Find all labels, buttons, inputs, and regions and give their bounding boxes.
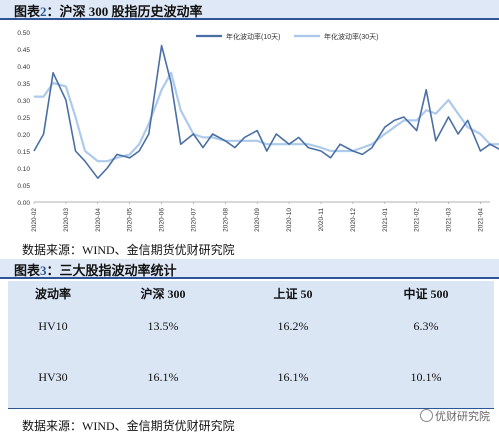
x-tick-label: 2021-03 (446, 208, 453, 232)
y-tick-label: 0.20 (17, 132, 30, 139)
volatility-line-chart: 0.00 0.05 0.10 0.15 0.20 0.25 0.30 0.35 0.40 0.45… (17, 30, 499, 232)
chart-legend: 年化波动率(10天) 年化波动率(30天) (196, 32, 378, 41)
series-line-2 (34, 71, 499, 163)
y-tick-label: 0.35 (17, 81, 30, 88)
header-bar (0, 0, 499, 20)
figure-header: 图表3：三大股指波动率统计 (0, 259, 499, 279)
source-note: 数据来源：WIND、金信期货优财研究院 (22, 419, 235, 433)
figure-label: 图表 (14, 4, 41, 19)
table-header-cell: 波动率 (34, 287, 71, 301)
figure-sep: ： (46, 263, 60, 278)
x-tick-label: 2020-06 (159, 208, 166, 232)
x-tick-label: 2020-03 (63, 208, 70, 232)
figure-title-text: 沪深 300 股指历史波动率 (59, 4, 203, 19)
source-note: 数据来源：WIND、金信期货优财研究院 (22, 243, 235, 257)
figure-sep: ： (46, 4, 60, 19)
x-axis: 2020-02 2020-03 2020-04 2020-05 2020-06 2020-… (31, 201, 490, 232)
y-tick-label: 0.45 (17, 47, 30, 54)
volatility-table: 波动率 沪深 300 上证 50 中证 500 HV10 13.5% 16.2%… (8, 281, 494, 408)
x-tick-label: 2020-04 (95, 208, 102, 232)
watermark: 优财研究院 (420, 408, 490, 424)
x-tick-label: 2020-09 (254, 208, 261, 232)
chart-lines (33, 44, 499, 179)
y-tick-label: 0.05 (17, 183, 30, 190)
x-tick-label: 2020-05 (127, 208, 134, 232)
figure-header: 图表2：沪深 300 股指历史波动率 (0, 0, 499, 20)
table-cell: 6.3% (413, 319, 439, 333)
table-cell: 16.2% (277, 319, 309, 333)
x-tick-label: 2021-02 (414, 208, 421, 232)
x-tick-label: 2021-04 (477, 208, 484, 232)
figure-number: 3 (40, 263, 47, 278)
wechat-icon (420, 409, 433, 422)
table-header-cell: 中证 500 (403, 287, 449, 301)
y-tick-label: 0.40 (17, 64, 30, 71)
y-tick-label: 0.30 (17, 98, 30, 105)
x-tick-label: 2020-11 (318, 208, 325, 232)
y-tick-label: 0.25 (17, 115, 30, 122)
y-tick-label: 0.10 (17, 166, 30, 173)
table-cell: HV10 (38, 319, 68, 333)
table-cell: HV30 (38, 370, 68, 384)
y-tick-label: 0.50 (17, 30, 30, 37)
y-axis: 0.00 0.05 0.10 0.15 0.20 0.25 0.30 0.35 0.40 0.45… (17, 30, 30, 207)
watermark-text: 优财研究院 (435, 411, 490, 423)
x-tick-label: 2020-12 (350, 208, 357, 232)
table-header-cell: 沪深 300 (140, 287, 186, 301)
figure-number: 2 (40, 4, 47, 19)
table-cell: 16.1% (147, 370, 179, 384)
table-cell: 10.1% (410, 370, 442, 384)
legend-label: 年化波动率(10天) (226, 32, 280, 41)
series-line-1 (33, 44, 499, 179)
y-tick-label: 0.00 (17, 200, 30, 207)
table-header-cell: 上证 50 (273, 287, 313, 301)
table-cell: 16.1% (277, 370, 309, 384)
legend-label: 年化波动率(30天) (324, 32, 378, 41)
table-cell: 13.5% (147, 319, 179, 333)
x-tick-label: 2020-07 (190, 208, 197, 232)
figure-title-text: 三大股指波动率统计 (59, 263, 177, 278)
y-tick-label: 0.15 (17, 149, 30, 156)
figure-label: 图表 (14, 263, 41, 278)
x-tick-label: 2020-10 (286, 208, 293, 232)
x-tick-label: 2021-01 (382, 208, 389, 232)
figure-title: 图表2：沪深 300 股指历史波动率 (14, 1, 203, 20)
x-tick-label: 2020-02 (31, 208, 38, 232)
header-bar (0, 259, 499, 279)
x-tick-label: 2020-08 (222, 208, 229, 232)
figure-title: 图表3：三大股指波动率统计 (14, 260, 177, 279)
table-bottom-rule (8, 408, 494, 409)
